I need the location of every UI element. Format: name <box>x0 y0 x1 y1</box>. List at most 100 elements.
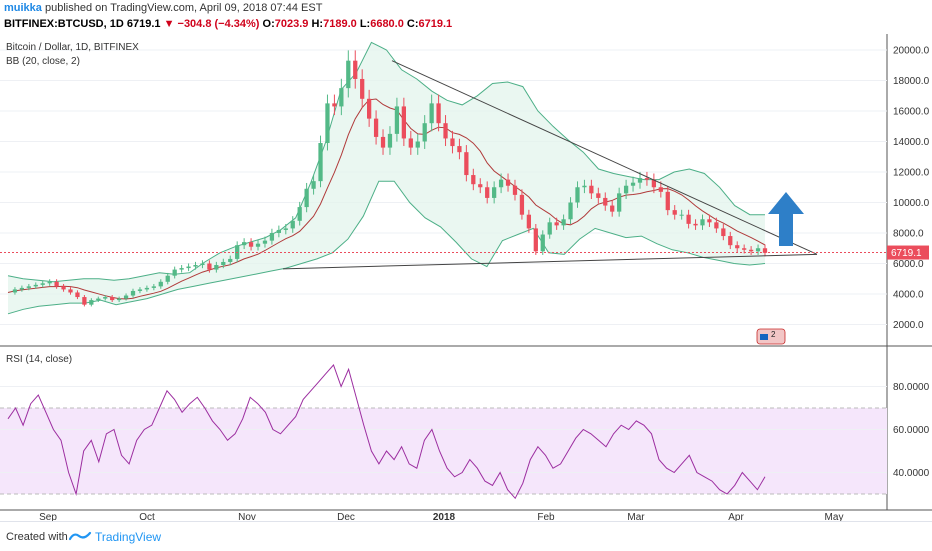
rsi-band-fill <box>0 408 887 494</box>
candle-body <box>241 242 247 246</box>
candle-body <box>82 297 87 305</box>
candle-body <box>498 179 504 188</box>
candle-body <box>408 138 413 148</box>
candle-body <box>519 194 525 215</box>
low-label: L: <box>359 18 371 30</box>
rsi-tick-label: 60.0000 <box>893 425 930 436</box>
publish-line: muikka published on TradingView.com, Apr… <box>4 2 322 15</box>
candle-body <box>485 187 490 198</box>
time-tick-label: 2018 <box>433 512 456 521</box>
symbol-line: BITFINEX:BTCUSD, 1D 6719.1 ▼ −304.8 (−4.… <box>4 18 452 31</box>
tradingview-brand[interactable]: TradingView <box>95 530 162 544</box>
descending-trendline[interactable] <box>391 60 818 255</box>
time-tick-label: Apr <box>728 512 744 521</box>
candle-body <box>262 240 268 244</box>
candle-body <box>637 178 643 183</box>
candle-body <box>269 233 275 241</box>
up-arrow-icon <box>768 192 804 246</box>
candle-body <box>165 275 170 282</box>
candle-body <box>103 297 108 299</box>
candle-body <box>325 103 330 144</box>
candle-body <box>686 214 691 224</box>
rsi-axis: 80.0000 60.0000 40.0000 <box>893 382 930 479</box>
candle-body <box>526 214 532 229</box>
candle-body <box>596 193 601 198</box>
candle-body <box>443 123 448 139</box>
rsi-indicator-label: RSI (14, close) <box>6 354 72 365</box>
candle-body <box>61 286 66 290</box>
candle-body <box>228 258 233 262</box>
candle-body <box>151 286 156 288</box>
bb-indicator-label: BB (20, close, 2) <box>6 56 80 67</box>
trendlines[interactable] <box>282 60 818 270</box>
chart-canvas[interactable]: 20000.0 18000.0 16000.0 14000.0 12000.0 10000… <box>0 34 932 521</box>
candle-body <box>464 152 469 176</box>
candle-body <box>12 289 18 293</box>
candle-body <box>630 182 636 186</box>
price-tick-label: 20000.0 <box>893 46 930 57</box>
candle-body <box>387 133 393 148</box>
candle-body <box>200 263 205 266</box>
candle-body <box>429 103 434 124</box>
candle-body <box>290 220 295 229</box>
candle-body <box>505 179 511 186</box>
candle-body <box>276 229 281 233</box>
candle-body <box>721 228 726 237</box>
last-price-tag <box>887 245 929 260</box>
time-axis: Sep Oct Nov Dec 2018 Feb Mar Apr May <box>39 512 843 521</box>
rsi-tick-label: 80.0000 <box>893 382 930 393</box>
candle-body <box>561 219 566 226</box>
candle-body <box>617 193 622 212</box>
candle-body <box>623 185 629 194</box>
low-value: 6680.0 <box>370 18 404 30</box>
candle-body <box>179 268 184 270</box>
candle-body <box>728 236 733 246</box>
candle-body <box>373 118 379 137</box>
candle-body <box>450 138 455 147</box>
time-tick-label: May <box>825 512 844 521</box>
rsi-tick-label: 40.0000 <box>893 468 930 479</box>
time-tick-label: Oct <box>139 512 155 521</box>
candle-body <box>575 187 580 203</box>
candle-body <box>110 297 115 301</box>
candle-body <box>89 300 94 305</box>
candle-body <box>332 103 337 107</box>
candle-body <box>116 298 122 301</box>
tradingview-logo-icon <box>68 531 92 541</box>
author-link[interactable]: muikka <box>4 2 42 14</box>
price-change: −304.8 (−4.34%) <box>177 18 260 30</box>
time-tick-label: Sep <box>39 512 57 521</box>
candle-body <box>172 269 177 276</box>
price-tick-label: 18000.0 <box>893 76 930 87</box>
candle-body <box>353 60 358 79</box>
candle-body <box>603 197 608 206</box>
bb-basis <box>7 98 766 300</box>
candle-body <box>137 289 143 291</box>
candle-body <box>665 191 670 211</box>
high-value: 7189.0 <box>323 18 357 30</box>
rsi-series <box>7 364 766 500</box>
candle-body <box>248 242 254 247</box>
chart-title: Bitcoin / Dollar, 1D, BITFINEX <box>6 42 139 53</box>
candle-body <box>207 263 212 270</box>
candle-body <box>144 287 150 290</box>
candle-body <box>672 210 677 215</box>
candle-body <box>748 249 754 252</box>
candle-body <box>568 202 573 220</box>
candle-body <box>540 234 545 252</box>
bb-lower-band <box>7 180 766 315</box>
candle-body <box>651 179 657 188</box>
candle-body <box>582 185 587 188</box>
price-tick-label: 8000.0 <box>893 229 924 240</box>
candle-body <box>547 222 552 235</box>
ascending-trendline[interactable] <box>282 253 818 270</box>
candle-body <box>589 185 594 194</box>
candle-body <box>512 185 518 195</box>
candle-body <box>380 136 386 148</box>
price-tick-label: 14000.0 <box>893 137 930 148</box>
open-label: O: <box>262 18 275 30</box>
candle-body <box>123 295 129 299</box>
created-with-text: Created with <box>6 531 68 543</box>
candle-body <box>33 284 38 287</box>
candle-body <box>679 214 684 216</box>
